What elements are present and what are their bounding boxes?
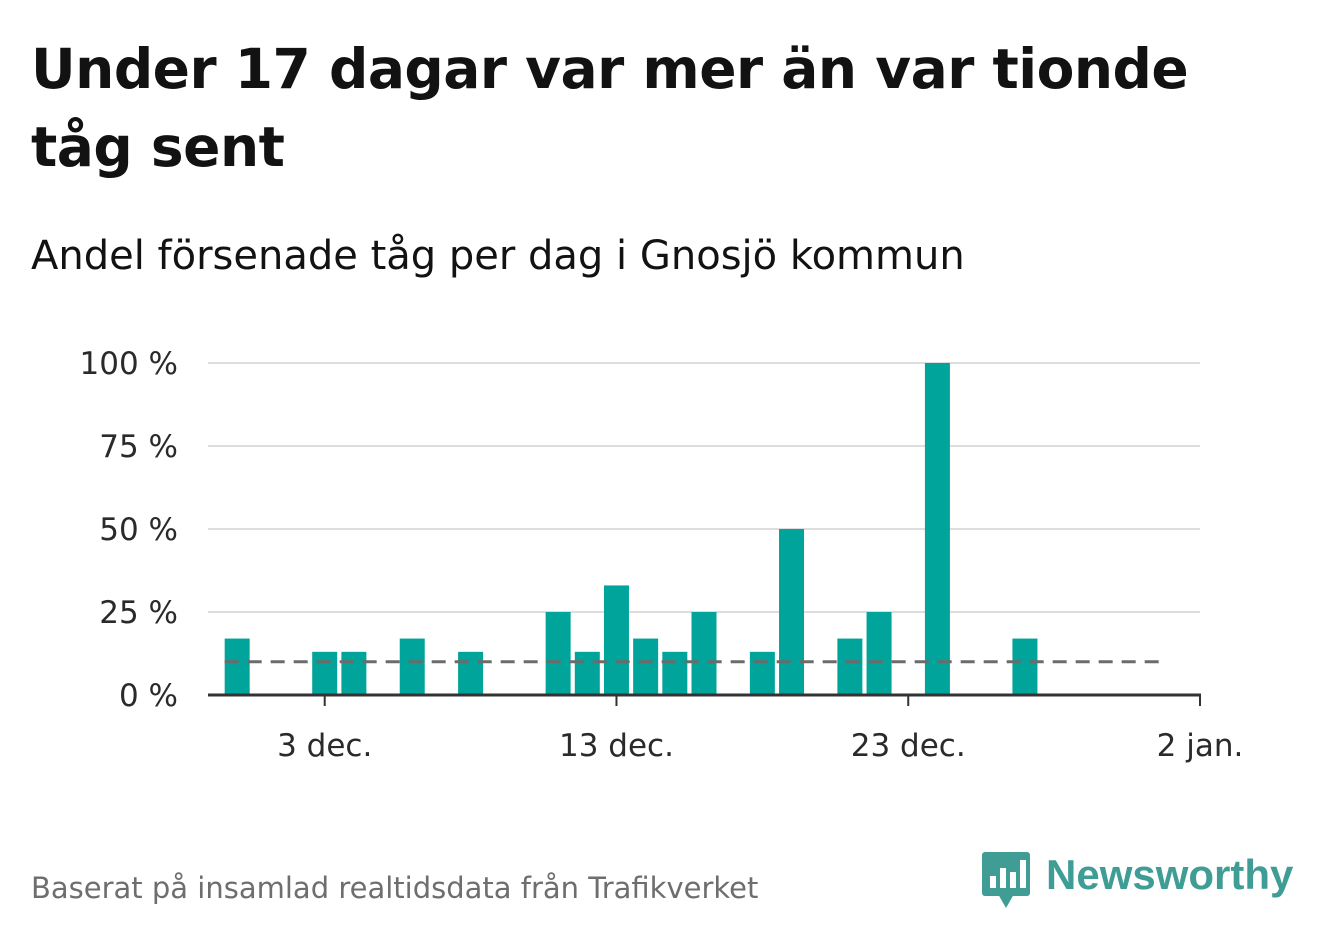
newsworthy-logo: Newsworthy bbox=[980, 848, 1300, 912]
source-note: Baserat på insamlad realtidsdata från Tr… bbox=[31, 871, 759, 905]
y-tick-label: 50 % bbox=[99, 512, 178, 548]
bar bbox=[458, 651, 484, 695]
y-tick-label: 75 % bbox=[99, 429, 178, 465]
bar bbox=[866, 612, 892, 695]
y-tick-label: 100 % bbox=[80, 346, 178, 382]
bar bbox=[1012, 638, 1038, 695]
x-tick-label: 3 dec. bbox=[277, 728, 372, 764]
chart-title: Under 17 dagar var mer än var tionde tåg… bbox=[31, 37, 1189, 179]
y-tick-label: 0 % bbox=[119, 678, 178, 714]
grid-lines bbox=[208, 362, 1200, 613]
bar bbox=[837, 638, 863, 695]
x-tick-label: 23 dec. bbox=[851, 728, 966, 764]
bar bbox=[603, 585, 629, 695]
bar bbox=[691, 612, 717, 695]
bar bbox=[749, 651, 775, 695]
chart-subtitle: Andel försenade tåg per dag i Gnosjö kom… bbox=[31, 233, 965, 279]
newsworthy-logo-icon bbox=[982, 852, 1030, 908]
newsworthy-logo-text: Newsworthy bbox=[1046, 851, 1294, 898]
x-tick-label: 13 dec. bbox=[559, 728, 674, 764]
bar-chart: 0 % 25 % 50 % 75 % 100 % 3 dec. 13 dec. 23 dec.… bbox=[80, 346, 1244, 764]
bar bbox=[924, 363, 950, 695]
bar bbox=[224, 638, 250, 695]
bar bbox=[545, 612, 571, 695]
bar bbox=[312, 651, 338, 695]
axes: 0 % 25 % 50 % 75 % 100 % 3 dec. 13 dec. 23 dec.… bbox=[80, 346, 1244, 764]
bar bbox=[574, 651, 600, 695]
bars bbox=[224, 363, 1038, 695]
y-tick-label: 25 % bbox=[99, 595, 178, 631]
bar bbox=[399, 638, 425, 695]
bar bbox=[779, 529, 805, 695]
bar bbox=[341, 651, 367, 695]
bar bbox=[633, 638, 659, 695]
x-tick-label: 2 jan. bbox=[1157, 728, 1244, 764]
bar bbox=[662, 651, 688, 695]
